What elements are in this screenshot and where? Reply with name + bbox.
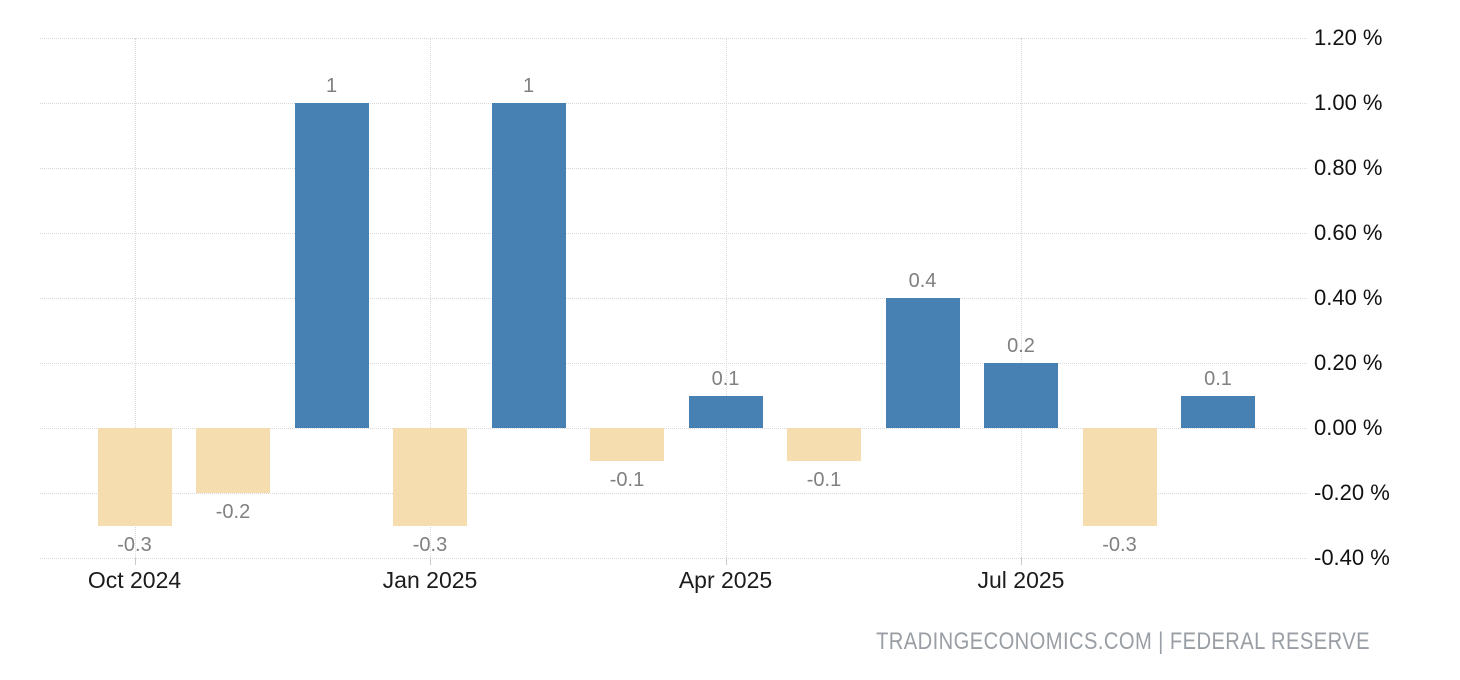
x-tick-mark-oct-2024 [134, 558, 136, 565]
x-axis-label-jan-2025: Jan 2025 [382, 567, 478, 593]
bar-jul-2025[interactable] [984, 363, 1058, 428]
y-axis-label--0.4: -0.40 % [1314, 545, 1390, 570]
h-gridline-0.4 [40, 298, 1307, 299]
attribution-text[interactable]: TRADINGECONOMICS.COM | FEDERAL RESERVE [876, 628, 1370, 655]
bar-jan-2025[interactable] [393, 428, 467, 526]
v-gridline-apr-2025 [725, 38, 727, 558]
y-axis-label-0.8: 0.80 % [1314, 155, 1383, 180]
bar-value-label-oct-2024: -0.3 [117, 533, 152, 556]
x-tick-mark-jul-2025 [1021, 558, 1022, 565]
bar-nov-2024[interactable] [196, 428, 270, 493]
bar-value-label-nov-2024: -0.2 [215, 501, 251, 523]
bar-value-label-dec-2024: 1 [325, 75, 338, 97]
bar-mar-2025[interactable] [590, 428, 664, 461]
attribution[interactable]: TRADINGECONOMICS.COM | FEDERAL RESERVE [782, 628, 1370, 656]
v-gridline-jan-2025 [430, 38, 431, 558]
bar-value-label-jan-2025: -0.3 [412, 533, 448, 556]
h-gridline-0.8 [40, 168, 1307, 169]
h-gridline-0.6 [40, 233, 1307, 234]
bar-value-label-apr-2025: 0.1 [711, 367, 740, 390]
bar-value-label-jun-2025: 0.4 [908, 270, 937, 292]
plot-area: Oct 2024 Jan 2025 Apr 2025 Jul 2025 -0.3 -0.2… [40, 38, 1307, 592]
bar-aug-2025[interactable] [1082, 428, 1157, 526]
v-gridline-oct-2024 [134, 38, 136, 558]
h-gridline--0.4 [40, 558, 1307, 559]
bar-value-label-feb-2025: 1 [522, 75, 535, 97]
h-gridline-1.2 [40, 38, 1307, 39]
y-axis-label-0.4: 0.40 % [1314, 285, 1383, 310]
y-axis-label-1: 1.00 % [1314, 90, 1383, 115]
y-axis-label-0: 0.00 % [1314, 415, 1383, 440]
x-axis-label-jul-2025: Jul 2025 [977, 567, 1065, 593]
bar-value-label-jul-2025: 0.2 [1007, 335, 1035, 357]
x-tick-mark-apr-2025 [725, 558, 727, 565]
h-gridline-0 [40, 428, 1307, 429]
bar-feb-2025[interactable] [491, 103, 566, 428]
y-axis: 1.20 % 1.00 % 0.80 % 0.60 % 0.40 % 0.20 % 0.00… [1314, 0, 1460, 620]
x-axis-label-apr-2025: Apr 2025 [678, 567, 773, 593]
y-axis-label--0.2: -0.20 % [1314, 480, 1390, 505]
bar-apr-2025[interactable] [688, 395, 763, 428]
bar-value-label-mar-2025: -0.1 [609, 468, 645, 491]
bar-may-2025[interactable] [787, 428, 861, 461]
h-gridline-0.2 [40, 363, 1307, 364]
v-gridline-jul-2025 [1021, 38, 1022, 558]
bar-sep-2025[interactable] [1181, 395, 1255, 428]
bar-oct-2024[interactable] [97, 428, 172, 526]
bar-value-label-aug-2025: -0.3 [1102, 533, 1137, 556]
y-axis-label-1.2: 1.20 % [1314, 25, 1383, 50]
bar-value-label-sep-2025: 0.1 [1204, 367, 1232, 390]
y-axis-label-0.6: 0.60 % [1314, 220, 1383, 245]
x-axis-label-oct-2024: Oct 2024 [87, 567, 182, 593]
bar-jun-2025[interactable] [885, 298, 960, 428]
y-axis-label-0.2: 0.20 % [1314, 350, 1383, 375]
bar-dec-2024[interactable] [294, 103, 369, 428]
bar-value-label-may-2025: -0.1 [806, 468, 842, 491]
x-tick-mark-jan-2025 [430, 558, 431, 565]
h-gridline-1 [40, 103, 1307, 104]
h-gridline--0.2 [40, 493, 1307, 494]
